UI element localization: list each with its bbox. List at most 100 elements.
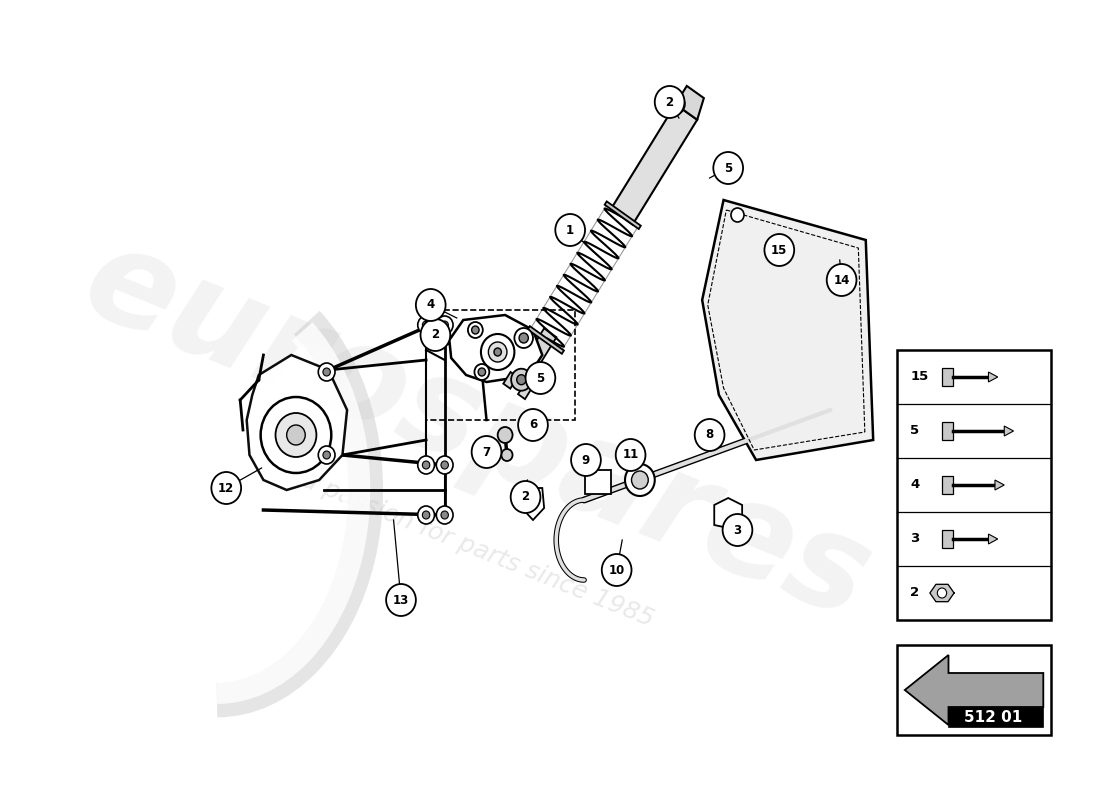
Bar [898, 350, 1050, 620]
Bar [426, 310, 575, 420]
Circle shape [420, 319, 450, 351]
Text: 4: 4 [911, 478, 920, 491]
Text: a passion for parts since 1985: a passion for parts since 1985 [298, 468, 657, 632]
Circle shape [502, 449, 513, 461]
Circle shape [526, 362, 556, 394]
Text: 12: 12 [218, 482, 234, 494]
Text: 14: 14 [834, 274, 850, 286]
Circle shape [275, 413, 317, 457]
Circle shape [625, 464, 654, 496]
Circle shape [671, 99, 680, 110]
Circle shape [437, 316, 453, 334]
Circle shape [386, 584, 416, 616]
Circle shape [654, 86, 684, 118]
Text: 10: 10 [608, 563, 625, 577]
Circle shape [494, 348, 502, 356]
Polygon shape [610, 104, 697, 225]
Circle shape [510, 481, 540, 513]
Polygon shape [942, 530, 953, 548]
Circle shape [937, 588, 947, 598]
Circle shape [602, 554, 631, 586]
Circle shape [556, 214, 585, 246]
Circle shape [422, 511, 430, 519]
Circle shape [441, 461, 449, 469]
Circle shape [441, 511, 449, 519]
Circle shape [261, 397, 331, 473]
Polygon shape [714, 498, 742, 528]
Polygon shape [702, 200, 873, 460]
Polygon shape [605, 202, 641, 229]
Circle shape [418, 506, 434, 524]
Circle shape [667, 94, 685, 114]
Circle shape [211, 472, 241, 504]
Circle shape [472, 326, 480, 334]
Text: 4: 4 [427, 298, 434, 311]
Polygon shape [585, 470, 612, 494]
Text: 1: 1 [566, 223, 574, 237]
Circle shape [323, 451, 330, 459]
Circle shape [764, 234, 794, 266]
Polygon shape [246, 355, 348, 490]
Circle shape [416, 289, 446, 321]
Circle shape [323, 368, 330, 376]
Circle shape [418, 316, 434, 334]
Bar [898, 645, 1050, 735]
Text: 512 01: 512 01 [964, 710, 1022, 725]
Text: 13: 13 [393, 594, 409, 606]
Text: eurospares: eurospares [66, 214, 888, 646]
Text: 7: 7 [483, 446, 491, 458]
Circle shape [631, 471, 648, 489]
Polygon shape [989, 534, 998, 544]
Text: 5: 5 [537, 371, 544, 385]
Polygon shape [942, 422, 953, 440]
Circle shape [437, 456, 453, 474]
Polygon shape [675, 86, 704, 120]
Text: 5: 5 [724, 162, 733, 174]
Polygon shape [930, 584, 954, 602]
Circle shape [512, 369, 531, 390]
Circle shape [472, 436, 502, 468]
Text: 2: 2 [911, 586, 920, 599]
Polygon shape [942, 476, 953, 494]
Circle shape [441, 321, 449, 329]
Text: 2: 2 [431, 329, 440, 342]
Polygon shape [989, 372, 998, 382]
Circle shape [519, 333, 528, 343]
Text: 2: 2 [666, 95, 673, 109]
Circle shape [732, 208, 744, 222]
Text: 5: 5 [911, 425, 920, 438]
Circle shape [695, 419, 725, 451]
Circle shape [517, 374, 526, 385]
Circle shape [318, 363, 336, 381]
Polygon shape [519, 488, 544, 520]
Circle shape [723, 514, 752, 546]
Text: 8: 8 [705, 429, 714, 442]
Text: 11: 11 [623, 449, 639, 462]
Circle shape [422, 321, 430, 329]
Polygon shape [905, 655, 1043, 725]
Text: 15: 15 [771, 243, 788, 257]
Text: 3: 3 [911, 533, 920, 546]
Polygon shape [528, 326, 564, 354]
Circle shape [474, 364, 490, 380]
Circle shape [437, 506, 453, 524]
Circle shape [827, 264, 857, 296]
Circle shape [422, 461, 430, 469]
Text: 2: 2 [521, 490, 529, 503]
Text: 6: 6 [529, 418, 537, 431]
Circle shape [515, 328, 534, 348]
Polygon shape [942, 368, 953, 386]
Circle shape [318, 446, 336, 464]
Circle shape [478, 368, 485, 376]
Text: 3: 3 [734, 523, 741, 537]
Polygon shape [449, 315, 542, 382]
Circle shape [488, 342, 507, 362]
Circle shape [518, 409, 548, 441]
Circle shape [571, 444, 601, 476]
Circle shape [287, 425, 306, 445]
Polygon shape [948, 707, 1043, 727]
Circle shape [481, 334, 515, 370]
Text: 15: 15 [911, 370, 928, 383]
Polygon shape [1004, 426, 1013, 436]
Polygon shape [504, 372, 532, 399]
